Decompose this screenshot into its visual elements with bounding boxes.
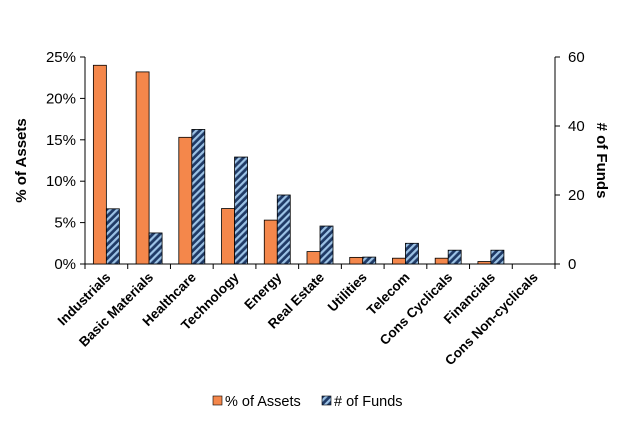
- bar-num-funds: [234, 156, 248, 265]
- bar-pct-assets: [306, 251, 321, 265]
- left-tick-label: 15%: [46, 132, 76, 149]
- left-tick-label: 0%: [54, 256, 76, 273]
- bar-num-funds: [105, 208, 120, 265]
- bar-pct-assets: [349, 256, 364, 265]
- right-tick-label: 40: [568, 118, 585, 135]
- bar-pct-assets: [263, 219, 278, 265]
- right-tick-label: 0: [568, 256, 576, 273]
- bar-pct-assets: [477, 261, 492, 265]
- bar-num-funds: [319, 225, 334, 265]
- legend-swatch-pct-assets: [212, 395, 223, 406]
- bar-pct-assets: [434, 257, 449, 265]
- bar-pct-assets: [178, 136, 193, 265]
- category-label: Cons Cyclicals: [377, 270, 456, 349]
- left-tick-label: 20%: [46, 90, 76, 107]
- bar-num-funds: [148, 232, 163, 265]
- bar-num-funds: [490, 249, 505, 265]
- left-tick-label: 5%: [54, 215, 76, 232]
- bar-pct-assets: [92, 64, 107, 265]
- bar-pct-assets: [221, 208, 235, 265]
- right-tick-label: 60: [568, 49, 585, 66]
- right-tick-label: 20: [568, 187, 585, 204]
- left-tick-label: 10%: [46, 173, 76, 190]
- y-axis-title: % of Assets: [13, 118, 30, 202]
- y2-axis-title: # of Funds: [593, 123, 610, 199]
- bar-pct-assets: [135, 71, 150, 265]
- bar-num-funds: [191, 129, 206, 265]
- bar-num-funds: [276, 194, 291, 265]
- legend-label-num-funds: # of Funds: [334, 394, 403, 410]
- bar-num-funds: [362, 256, 377, 265]
- bar-pct-assets: [392, 257, 406, 265]
- left-tick-label: 25%: [46, 49, 76, 66]
- bar-num-funds: [447, 249, 462, 265]
- legend-label-pct-assets: % of Assets: [225, 394, 301, 410]
- legend-swatch-num-funds: [321, 395, 332, 406]
- category-label: Energy: [241, 269, 284, 312]
- category-label: Basic Materials: [76, 270, 156, 350]
- bar-num-funds: [405, 242, 419, 265]
